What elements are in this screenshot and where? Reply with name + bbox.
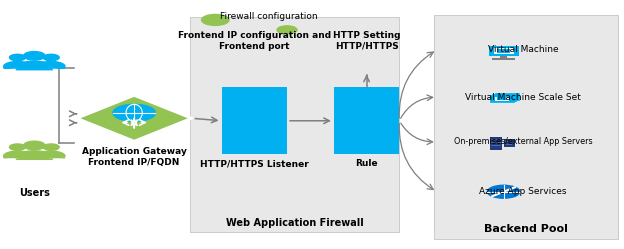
Circle shape [487,185,520,198]
Bar [492,94,516,101]
Polygon shape [4,151,31,158]
Text: Users: Users [19,188,50,198]
Polygon shape [37,151,65,158]
Bar [492,58,515,60]
Text: Firewall configuration: Firewall configuration [220,12,317,21]
Polygon shape [16,61,53,70]
Bar [491,142,501,143]
Bar [495,93,519,100]
Text: On-premises/external App Servers: On-premises/external App Servers [454,137,592,146]
Bar [502,95,511,98]
Bar [500,95,514,99]
Circle shape [9,54,26,61]
Circle shape [24,52,45,60]
Bar [497,97,506,100]
Bar [505,144,512,145]
Bar [491,145,501,146]
Bar [495,97,509,101]
Text: Web Application Firewall: Web Application Firewall [226,218,364,228]
FancyBboxPatch shape [434,15,618,239]
Circle shape [113,104,155,121]
Bar [497,96,511,100]
Text: HTTP/HTTPS Listener: HTTP/HTTPS Listener [200,159,309,168]
Text: Azure App Services: Azure App Services [479,187,567,196]
Bar [500,96,509,99]
Circle shape [9,144,26,150]
Bar [490,137,502,150]
Polygon shape [16,151,53,159]
Text: Application Gateway
Frontend IP/FQDN: Application Gateway Frontend IP/FQDN [82,147,187,167]
FancyBboxPatch shape [334,87,399,154]
Circle shape [277,26,297,34]
Polygon shape [37,62,65,68]
Bar [489,46,519,56]
Bar [504,139,515,147]
Polygon shape [77,95,192,141]
Bar [505,141,512,142]
Circle shape [24,141,45,150]
Text: Rule: Rule [355,159,378,168]
Text: Virtual Machine: Virtual Machine [487,45,558,54]
Text: Virtual Machine Scale Set: Virtual Machine Scale Set [465,93,581,102]
Circle shape [43,144,59,150]
FancyBboxPatch shape [190,17,399,232]
Text: Frontend IP configuration and
Frontend port: Frontend IP configuration and Frontend p… [178,31,331,51]
Text: HTTP Setting
HTTP/HTTPS: HTTP Setting HTTP/HTTPS [333,31,401,51]
Circle shape [202,14,229,25]
Text: Backend Pool: Backend Pool [484,224,568,234]
Bar [497,49,510,53]
Bar [494,48,514,54]
Bar [491,139,501,140]
FancyBboxPatch shape [222,87,287,154]
Bar [490,95,514,102]
Circle shape [43,54,59,61]
Polygon shape [4,62,31,68]
Bar [500,56,507,58]
